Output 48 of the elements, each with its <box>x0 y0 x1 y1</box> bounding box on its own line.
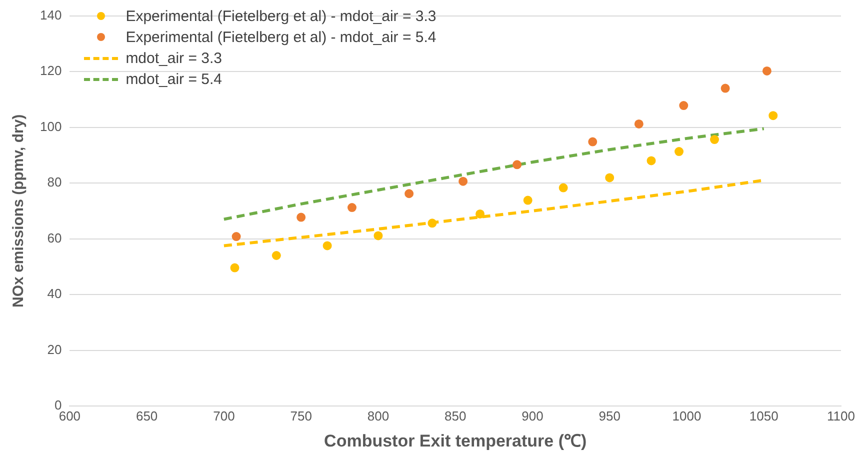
point <box>296 212 306 222</box>
point <box>679 101 688 110</box>
point <box>272 250 281 260</box>
x-tick-label: 1050 <box>749 408 778 424</box>
x-axis-title: Combustor Exit temperature (℃) <box>324 431 587 450</box>
y-tick-label: 140 <box>40 7 62 22</box>
point <box>523 196 532 205</box>
x-tick-label: 800 <box>367 408 390 424</box>
point <box>762 66 772 76</box>
x-tick-label: 950 <box>598 408 620 424</box>
x-tick-label: 700 <box>213 408 235 424</box>
point <box>512 160 522 170</box>
line-series <box>222 127 766 221</box>
y-axis-title: NOx emissions (ppmv, dry) <box>10 114 28 308</box>
y-tick-label: 20 <box>47 342 62 357</box>
point <box>605 173 614 182</box>
point <box>347 203 356 212</box>
point <box>476 209 485 218</box>
y-tick-label: 40 <box>47 286 62 302</box>
x-tick-label: 650 <box>136 408 158 424</box>
x-tick-label: 1100 <box>827 408 855 424</box>
x-tick-label: 850 <box>444 408 466 424</box>
y-tick-label: 60 <box>47 230 62 246</box>
point <box>588 137 598 146</box>
point <box>558 183 568 192</box>
point <box>674 147 684 156</box>
point <box>634 119 644 128</box>
legend-label: mdot_air = 5.4 <box>126 70 222 90</box>
y-tick-label: 120 <box>40 63 62 78</box>
x-tick-label: 900 <box>522 408 544 424</box>
point <box>458 176 468 186</box>
point <box>232 232 241 242</box>
x-tick-label: 1000 <box>672 408 702 424</box>
legend-label: mdot_air = 3.3 <box>126 48 222 69</box>
point <box>374 231 383 240</box>
point <box>720 84 730 93</box>
y-tick-label: 80 <box>47 174 62 190</box>
legend-label: Experimental (Fietelberg et al) - mdot_air = 3.3 <box>126 6 436 27</box>
point <box>428 218 437 228</box>
x-tick-label: 750 <box>290 408 312 424</box>
point <box>768 111 778 120</box>
legend-label: Experimental (Fietelberg et al) - mdot_air = 5.4 <box>126 28 436 48</box>
point <box>710 135 720 144</box>
point <box>322 241 332 250</box>
y-tick-label: 100 <box>40 118 62 134</box>
point <box>404 189 414 198</box>
point <box>230 263 240 272</box>
point <box>646 156 656 166</box>
